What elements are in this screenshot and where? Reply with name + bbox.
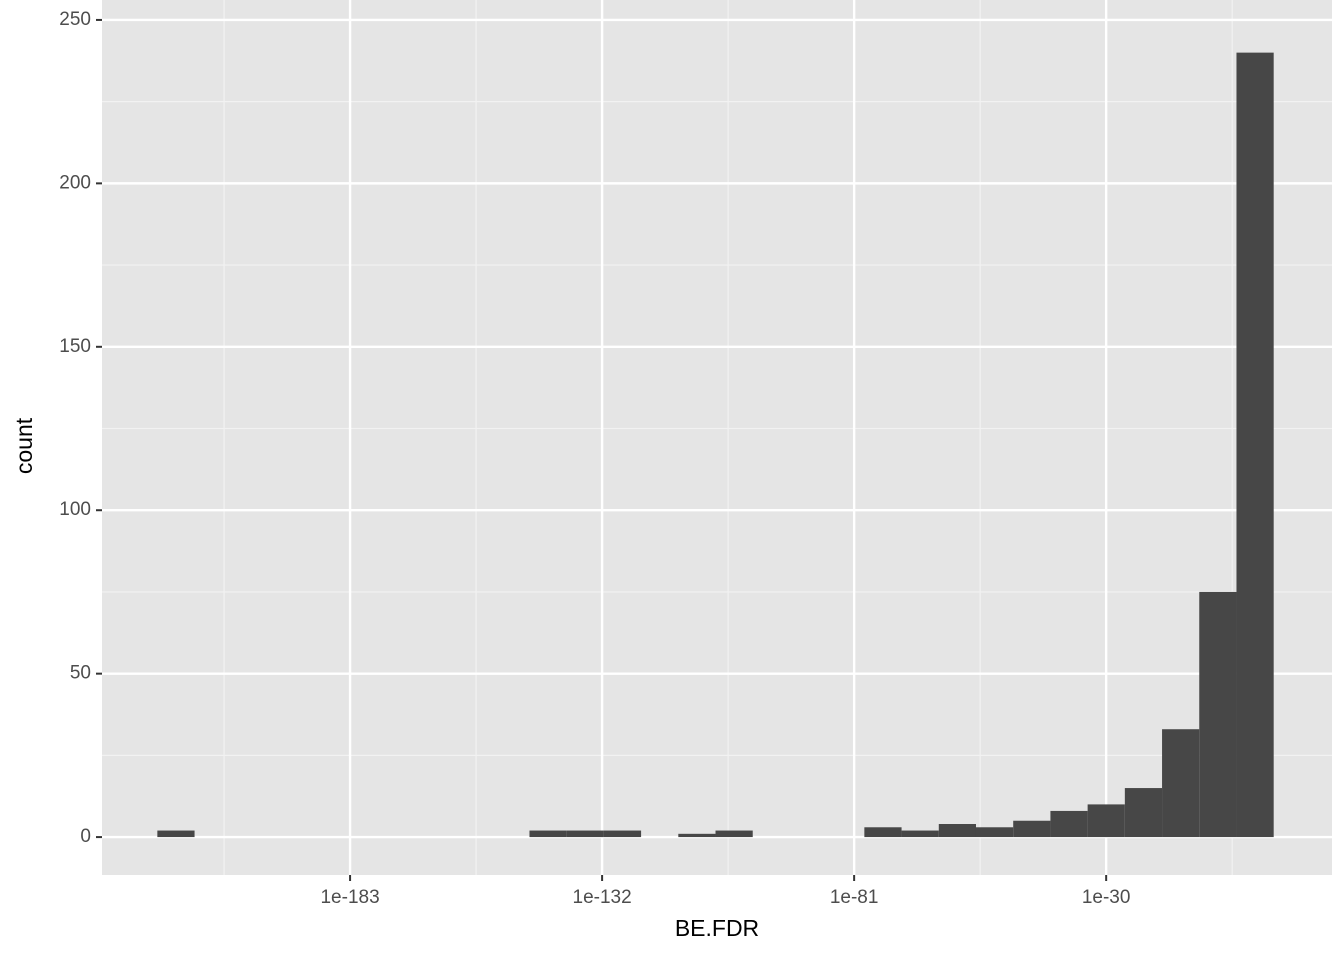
bar	[1050, 810, 1088, 838]
y-tick-label: 150	[59, 336, 91, 357]
y-tick-label: 100	[59, 499, 91, 520]
y-axis-title: count	[11, 417, 37, 474]
panel	[102, 0, 1332, 875]
bar	[603, 830, 642, 838]
bar	[1162, 729, 1200, 838]
y-tick-label: 200	[59, 172, 91, 193]
bar	[938, 824, 976, 838]
y-tick-label: 50	[70, 663, 91, 684]
bar	[975, 827, 1014, 838]
bar	[901, 830, 939, 838]
bar	[1199, 591, 1237, 838]
bar	[715, 830, 753, 838]
y-tick-label: 0	[80, 826, 91, 847]
bar	[1087, 804, 1125, 838]
bar	[529, 830, 567, 838]
x-tick-label: 1e-81	[830, 887, 879, 908]
x-tick-label: 1e-30	[1082, 887, 1131, 908]
bar	[864, 827, 902, 838]
x-tick-label: 1e-183	[320, 887, 379, 908]
y-tick-label: 250	[59, 9, 91, 30]
x-axis-title: BE.FDR	[675, 915, 759, 941]
marks	[157, 52, 1274, 838]
bar	[1236, 52, 1274, 838]
bar	[157, 830, 195, 838]
x-tick-label: 1e-132	[573, 887, 632, 908]
bar	[1124, 788, 1163, 838]
bar	[1013, 820, 1051, 838]
bar	[566, 830, 604, 838]
axes: 0 50 100 150 200 250 1e-183 1e-132 1e-81 1e-30	[59, 9, 1130, 908]
bar	[678, 833, 716, 838]
grid	[102, 0, 1332, 875]
